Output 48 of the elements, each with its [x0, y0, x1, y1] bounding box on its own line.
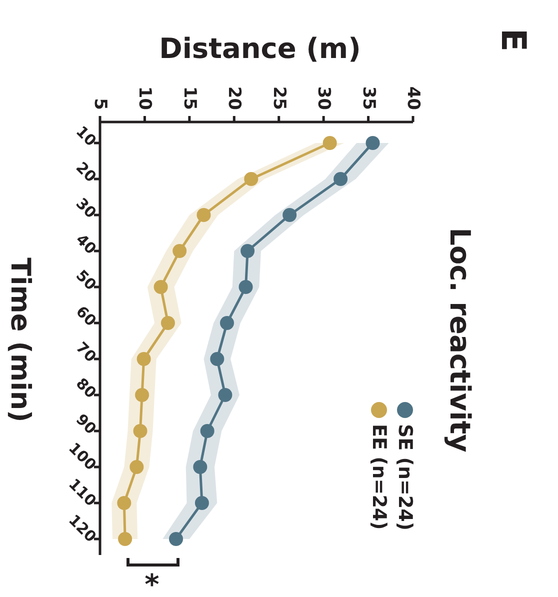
legend-label: EE (n=24) — [368, 424, 390, 530]
x-tick-label: 35 — [358, 86, 378, 110]
y-tick-label: 60 — [72, 302, 100, 330]
point — [210, 352, 224, 366]
text: E — [493, 28, 533, 52]
x-tick-label: 10 — [134, 86, 155, 110]
point — [133, 424, 148, 438]
point — [160, 316, 175, 330]
y-tick-label: 90 — [72, 410, 100, 438]
text: Loc. reactivity — [444, 228, 476, 452]
y-tick-label: 70 — [72, 338, 100, 366]
point — [135, 388, 150, 402]
x-tick-label: 30 — [314, 86, 334, 110]
y-tick-label: 40 — [72, 230, 100, 258]
point — [218, 388, 232, 402]
point — [117, 496, 132, 510]
point — [136, 352, 151, 366]
point — [322, 136, 337, 150]
point — [196, 208, 211, 222]
point — [118, 532, 132, 546]
point — [193, 460, 208, 474]
point — [238, 280, 253, 294]
y-axis-title: Time (min) — [4, 258, 36, 422]
x-tick-label: 15 — [179, 86, 200, 110]
point — [194, 496, 209, 510]
point — [282, 208, 297, 222]
point — [200, 424, 214, 438]
legend-label: SE (n=24) — [394, 424, 416, 531]
y-tick-label: 10 — [72, 122, 100, 150]
point — [240, 244, 255, 258]
point — [244, 172, 258, 186]
x-tick-label: 25 — [268, 86, 289, 110]
x-axis-title: Distance (m) — [159, 32, 361, 65]
point — [130, 460, 144, 474]
y-tick-label: 20 — [72, 158, 100, 186]
y-tick-label: 30 — [72, 194, 100, 222]
x-tick-label: 5 — [90, 98, 110, 110]
x-tick-label: 40 — [403, 86, 423, 110]
point — [154, 280, 168, 294]
y-tick-label: 80 — [72, 374, 100, 402]
point — [366, 136, 380, 150]
text: * — [144, 568, 160, 597]
y-tick-label: 50 — [72, 266, 100, 294]
x-tick-label: 20 — [224, 86, 244, 110]
point — [169, 532, 184, 546]
point — [220, 316, 234, 330]
point — [334, 172, 348, 186]
point — [172, 244, 187, 258]
